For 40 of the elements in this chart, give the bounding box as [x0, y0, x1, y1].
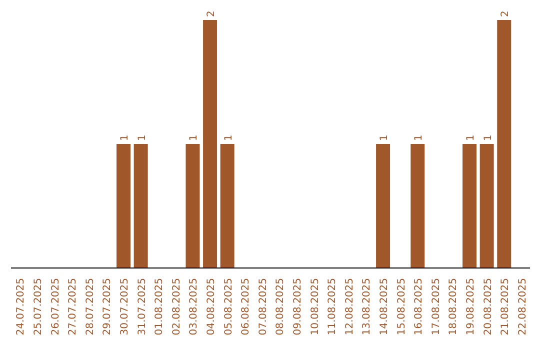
data-label: 1	[136, 134, 148, 141]
x-tick-label: 09.08.2025	[292, 278, 304, 336]
x-tick-label: 16.08.2025	[414, 278, 425, 336]
x-tick-label: 31.07.2025	[136, 278, 148, 336]
x-tick-label: 10.08.2025	[310, 278, 321, 336]
x-tick-label: 29.07.2025	[102, 278, 114, 336]
x-tick-label: 20.08.2025	[482, 278, 494, 336]
x-tick-label: 25.07.2025	[32, 278, 44, 336]
x-tick-label: 01.08.2025	[154, 278, 166, 336]
x-tick-label: 30.07.2025	[119, 278, 130, 336]
x-tick-label: 06.08.2025	[240, 278, 252, 336]
data-label: 1	[482, 134, 494, 141]
data-label: 1	[120, 134, 131, 141]
x-tick-label: 15.08.2025	[396, 278, 408, 336]
x-tick-label: 14.08.2025	[378, 278, 390, 336]
data-label: 1	[223, 134, 234, 141]
data-label: 1	[414, 134, 425, 141]
x-tick-label: 24.07.2025	[16, 278, 27, 336]
x-tick-label: 17.08.2025	[430, 278, 442, 336]
x-tick-label: 13.08.2025	[362, 278, 373, 336]
x-tick-label: 26.07.2025	[50, 278, 62, 336]
data-label: 1	[379, 134, 390, 141]
x-tick-label: 08.08.2025	[275, 278, 286, 336]
data-label: 1	[466, 134, 477, 141]
data-label: 2	[206, 10, 218, 17]
x-tick-label: 07.08.2025	[258, 278, 269, 336]
x-tick-label: 02.08.2025	[171, 278, 182, 336]
x-tick-label: 12.08.2025	[344, 278, 356, 336]
x-tick-label: 05.08.2025	[223, 278, 234, 336]
x-tick-label: 27.07.2025	[68, 278, 79, 336]
data-label: 2	[500, 10, 512, 17]
x-tick-label: 04.08.2025	[206, 278, 217, 336]
data-label: 1	[188, 134, 200, 141]
x-tick-label: 21.08.2025	[500, 278, 512, 336]
x-tick-label: 18.08.2025	[448, 278, 460, 336]
x-tick-label: 19.08.2025	[465, 278, 476, 336]
x-tick-label: 03.08.2025	[188, 278, 200, 336]
x-tick-label: 11.08.2025	[327, 278, 338, 336]
x-tick-label: 22.08.2025	[517, 278, 528, 336]
x-tick-label: 28.07.2025	[84, 278, 96, 336]
